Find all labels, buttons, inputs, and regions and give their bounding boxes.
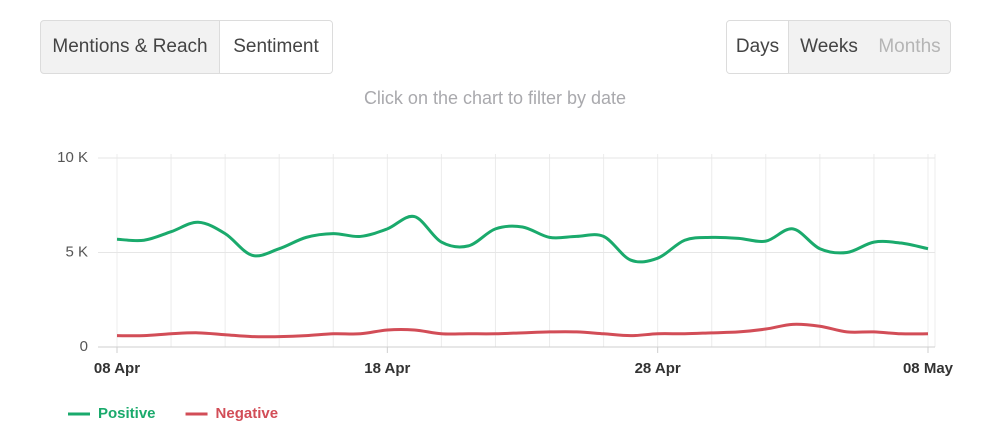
x-tick-label: 08 Apr	[94, 360, 140, 377]
hint: Click on the chart to filter by date	[363, 88, 627, 108]
legend-label: Positive	[98, 405, 156, 422]
tab[interactable]: Mentions & Reach	[52, 36, 208, 57]
x-tick-label: 18 Apr	[364, 360, 410, 377]
period-button[interactable]: Days	[727, 21, 789, 73]
x-tick-label: 28 Apr	[635, 360, 681, 377]
legend-label: Negative	[216, 405, 279, 422]
metric-tabs: Mentions & Reach Sentiment	[40, 20, 333, 74]
y-tick-label: 5 K	[65, 243, 88, 260]
y-tick-label: 10 K	[57, 149, 88, 166]
line	[116, 214, 929, 264]
line	[116, 322, 929, 339]
period-tabs: Days Weeks Months	[726, 20, 951, 74]
tab[interactable]: Sentiment	[219, 21, 332, 73]
x-tick-label: 08 May	[903, 360, 954, 377]
y-tick-label: 0	[80, 338, 88, 355]
period-button[interactable]: Weeks	[800, 36, 858, 57]
period-button[interactable]: Months	[878, 36, 941, 57]
